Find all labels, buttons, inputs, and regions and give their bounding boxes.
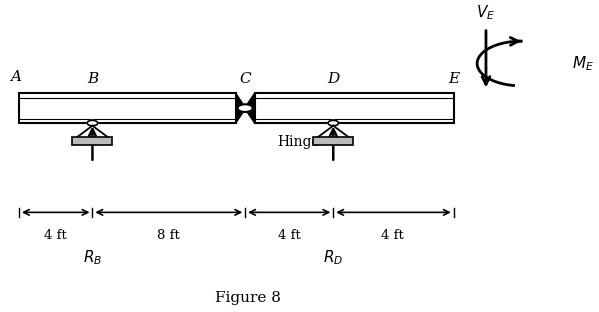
Text: A: A bbox=[11, 70, 22, 84]
Bar bbox=[255, 93, 453, 123]
Text: C: C bbox=[240, 72, 251, 86]
Polygon shape bbox=[236, 93, 244, 123]
Text: Hinge: Hinge bbox=[277, 135, 320, 149]
Text: E: E bbox=[448, 72, 459, 86]
Circle shape bbox=[328, 120, 338, 126]
Text: $V_E$: $V_E$ bbox=[476, 3, 495, 22]
Text: $M_E$: $M_E$ bbox=[572, 54, 594, 73]
Text: 8 ft: 8 ft bbox=[158, 229, 180, 242]
Circle shape bbox=[87, 120, 98, 126]
Text: $R_B$: $R_B$ bbox=[83, 248, 102, 267]
Text: 4 ft: 4 ft bbox=[278, 229, 301, 242]
Text: $R_D$: $R_D$ bbox=[323, 248, 343, 267]
Bar bbox=[19, 93, 236, 123]
Polygon shape bbox=[246, 93, 255, 123]
Bar bbox=[72, 137, 113, 145]
Text: 4 ft: 4 ft bbox=[380, 229, 403, 242]
Bar bbox=[313, 137, 353, 145]
Text: D: D bbox=[327, 72, 340, 86]
Text: Figure 8: Figure 8 bbox=[215, 291, 281, 305]
Circle shape bbox=[238, 104, 253, 112]
Text: 4 ft: 4 ft bbox=[44, 229, 67, 242]
Text: B: B bbox=[87, 72, 98, 86]
